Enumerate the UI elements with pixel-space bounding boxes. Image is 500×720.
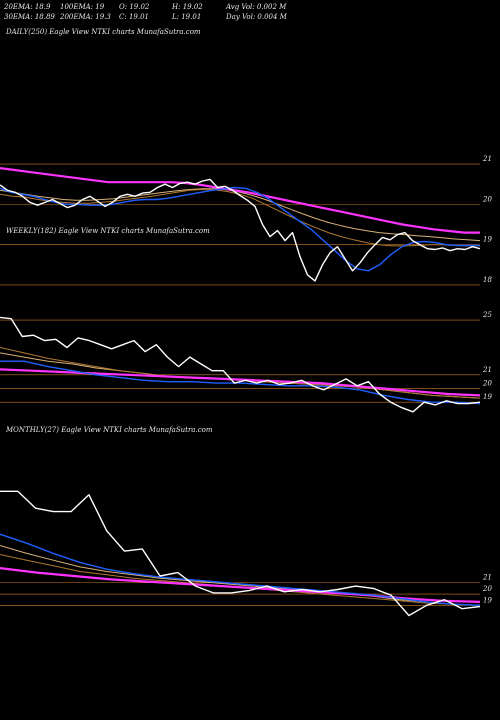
monthly-ema-tan-line bbox=[0, 545, 481, 606]
header-200ema: 200EMA: 19.3 bbox=[60, 13, 111, 21]
header-day-vol: Day Vol: 0.004 M bbox=[226, 13, 287, 21]
daily-price-line bbox=[0, 178, 481, 282]
weekly-y-tick-label: 19 bbox=[483, 393, 492, 401]
header-20ema: 20EMA: 18.9 bbox=[4, 3, 51, 11]
monthly-y-tick-label: 20 bbox=[482, 585, 492, 593]
monthly-ema-blue-line bbox=[0, 533, 481, 606]
monthly-chart-title: MONTHLY(27) Eagle View NTKI charts Munaf… bbox=[6, 426, 213, 434]
daily-ema-magenta-line bbox=[0, 167, 480, 234]
daily-y-tick-label: 18 bbox=[483, 276, 492, 284]
header-100ema: 100EMA: 19 bbox=[60, 3, 105, 11]
header-close: C: 19.01 bbox=[119, 13, 149, 21]
monthly-y-tick-label: 21 bbox=[482, 574, 492, 582]
header-high: H: 19.02 bbox=[172, 3, 203, 11]
weekly-y-tick-label: 20 bbox=[482, 380, 492, 388]
weekly-chart-title: WEEKLY(182) Eagle View NTKI charts Munaf… bbox=[6, 227, 210, 235]
weekly-ema-magenta-line bbox=[0, 368, 481, 397]
daily-y-tick-label: 21 bbox=[482, 155, 492, 163]
monthly-price-line bbox=[0, 490, 481, 617]
monthly-y-tick-label: 19 bbox=[483, 596, 492, 604]
header-30ema: 30EMA: 18.89 bbox=[4, 13, 55, 21]
daily-ema-brown-line bbox=[0, 189, 480, 247]
weekly-ema-blue-line bbox=[0, 360, 481, 405]
daily-chart-title: DAILY(250) Eagle View NTKI charts Munafa… bbox=[6, 28, 201, 36]
header-avg-vol: Avg Vol: 0.002 M bbox=[226, 3, 287, 11]
weekly-y-tick-label: 21 bbox=[482, 366, 492, 374]
daily-ema-blue-line bbox=[0, 186, 480, 272]
daily-ema-tan-line bbox=[0, 188, 481, 242]
daily-y-tick-label: 20 bbox=[482, 195, 492, 203]
weekly-y-tick-label: 25 bbox=[482, 311, 492, 319]
header-low: L: 19.01 bbox=[172, 13, 202, 21]
header-open: O: 19.02 bbox=[119, 3, 150, 11]
daily-y-tick-label: 19 bbox=[483, 236, 492, 244]
weekly-price-line bbox=[0, 316, 481, 413]
